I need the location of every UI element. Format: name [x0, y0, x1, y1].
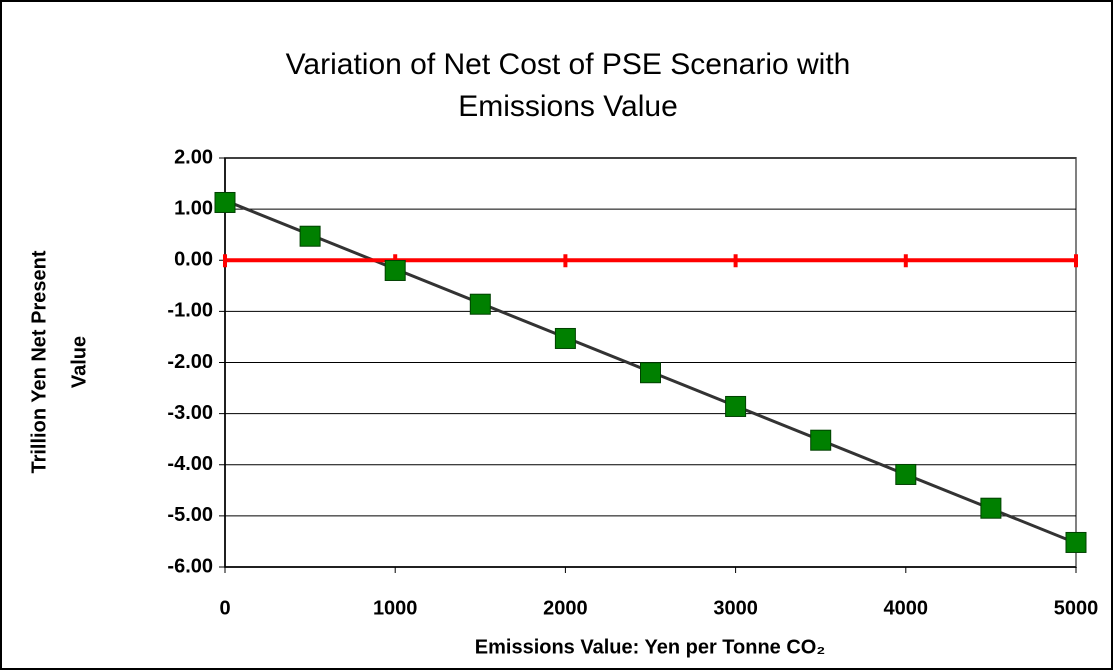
data-point — [299, 225, 321, 247]
y-tick-label: 0.00 — [174, 249, 213, 271]
x-tick-label: 3000 — [713, 597, 758, 619]
data-point — [214, 191, 236, 213]
data-point — [554, 327, 576, 349]
y-tick-label: -6.00 — [167, 555, 213, 577]
y-tick-label: -5.00 — [167, 504, 213, 526]
data-point — [810, 429, 832, 451]
chart-title: Emissions Value — [458, 90, 678, 123]
data-point — [725, 395, 747, 417]
y-tick-label: -1.00 — [167, 300, 213, 322]
y-tick-label: 1.00 — [174, 197, 213, 219]
x-tick-label: 0 — [219, 597, 230, 619]
y-tick-label: -3.00 — [167, 402, 213, 424]
y-tick-label: -4.00 — [167, 453, 213, 475]
data-point — [384, 259, 406, 281]
x-axis-title: Emissions Value: Yen per Tonne CO₂ — [475, 636, 825, 658]
x-tick-label: 2000 — [543, 597, 588, 619]
x-tick-label: 1000 — [373, 597, 418, 619]
data-point — [469, 293, 491, 315]
data-point — [1065, 531, 1087, 553]
data-point — [980, 497, 1002, 519]
y-axis-title: Trillion Yen Net Present — [28, 250, 50, 473]
x-tick-label: 5000 — [1054, 597, 1099, 619]
x-tick-label: 4000 — [884, 597, 929, 619]
y-axis-title: Value — [68, 336, 90, 388]
y-tick-label: -2.00 — [167, 351, 213, 373]
data-point — [895, 463, 917, 485]
y-tick-label: 2.00 — [174, 146, 213, 168]
chart-title: Variation of Net Cost of PSE Scenario wi… — [286, 48, 851, 81]
data-point — [640, 362, 661, 384]
